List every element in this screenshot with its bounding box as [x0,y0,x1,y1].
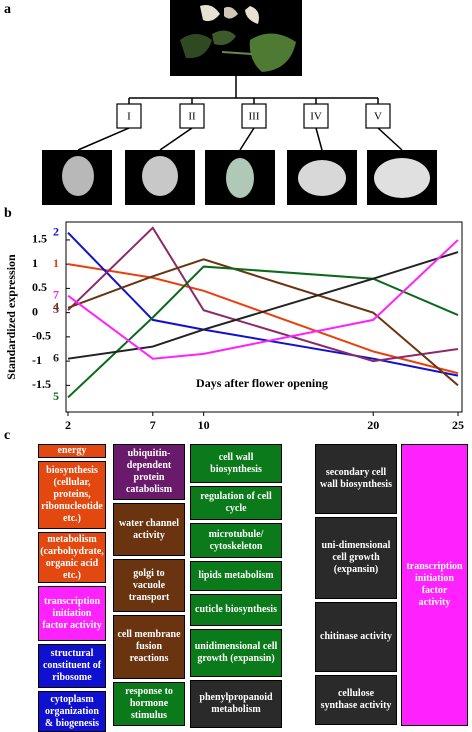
series-line [67,239,459,360]
panel-label: b [4,206,12,221]
stage-box [116,103,142,129]
tree-lines [77,76,403,151]
stage-box [179,103,205,129]
category-box: water channel activity [113,503,185,556]
category-box: response to hormone stimulus [113,682,185,726]
category-box: cell membrane fusion reactions [113,615,185,679]
stage-box [241,103,267,129]
category-box: metabolism (carbohydrate, organic acid e… [38,532,106,583]
x-tick-label: 7 [150,418,156,432]
stage-box [303,103,329,129]
category-box: uni-dimensional cell growth (expansin) [315,517,397,599]
legend-label: 6 [53,350,59,364]
series-line [67,251,459,360]
category-box: biosynthesis (cellular, proteins, ribonu… [38,461,106,529]
stage-label: IV [310,111,322,123]
legend-label: 1 [53,256,59,270]
category-box: chitinase activity [315,602,397,672]
category-box: unidimensional cell growth (expansin) [190,629,282,677]
category-box: transcription initiation factor activity [401,444,468,726]
category-box: energy [38,444,106,458]
series-line [67,265,459,399]
y-tick-label: 1 [32,256,38,270]
y-tick-label: -1.5 [32,377,51,391]
stage-box [365,103,391,129]
category-box: cuticle biosynthesis [190,594,282,626]
y-tick-label: 1.5 [32,232,47,246]
stage-label: II [188,111,196,123]
category-box: golgi to vacuole transport [113,559,185,612]
series-line [67,263,459,375]
category-box: secondary cell wall biosynthesis [315,444,397,514]
stage-photos [42,150,437,205]
x-tick-label: 20 [367,418,379,432]
category-box: ubiquitin-dependent protein catabolism [113,444,185,500]
category-box: cellulose synthase activity [315,675,397,725]
category-box: structural constituent of ribosome [38,644,106,688]
plot-frame [65,221,463,413]
x-tick-label: 2 [65,418,71,432]
y-tick-label: 0 [32,304,38,318]
series-line [67,226,459,363]
category-box: phenylpropanoid metabolism [190,680,282,728]
stage-label: V [374,111,382,123]
stage-label: III [249,111,260,123]
category-box: cell wall biosynthesis [190,444,282,483]
x-tick-label: 25 [452,418,464,432]
y-tick-label: -0.5 [32,329,51,343]
legend-label: 4 [53,300,59,314]
category-box: regulation of cell cycle [190,486,282,520]
y-tick-label: -1 [32,353,42,367]
panel-label: c [4,428,10,440]
category-box: microtubule/ cytoskeleton [190,523,282,558]
series-line [67,258,459,387]
legend-label: 5 [53,389,59,403]
panel-label: a [4,2,11,17]
category-box: cytoplasm organization & biogenesis [38,691,106,732]
category-box: lipids metabolism [190,561,282,591]
x-axis-title: Days after flower opening [196,376,328,390]
y-axis-title: Standardized expression [4,254,18,380]
category-box: transcription initiation factor activity [38,586,106,641]
y-tick-label: 0.5 [32,280,47,294]
plant-photo [170,0,302,76]
legend-label: 3 [53,302,59,316]
stage-label: I [127,111,131,123]
x-tick-label: 10 [198,418,210,432]
legend-label: 2 [53,224,59,238]
legend-label: 7 [53,287,59,301]
